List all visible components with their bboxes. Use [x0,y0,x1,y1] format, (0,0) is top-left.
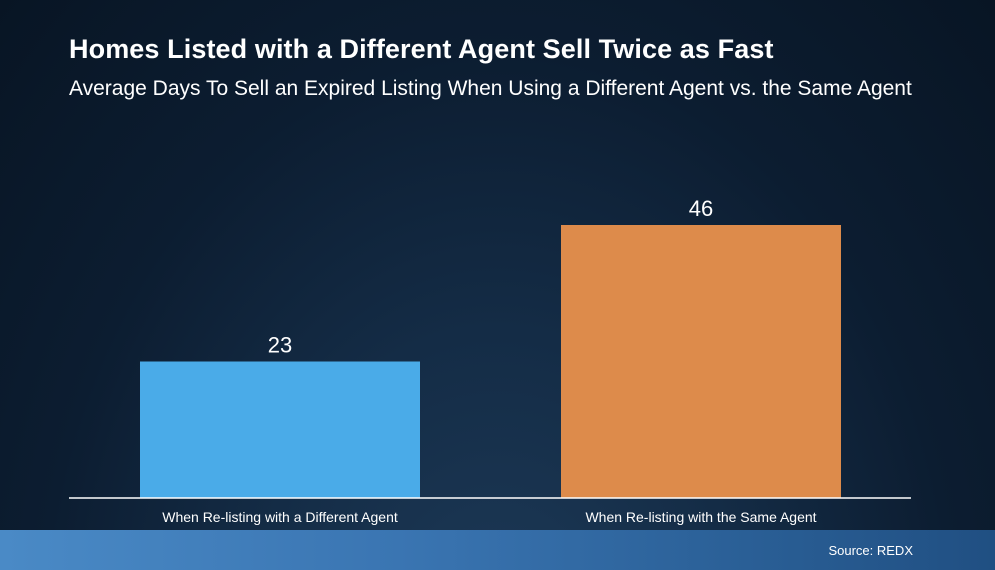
footer-bar: Source: REDX [0,530,995,570]
source-note: Source: REDX [828,543,913,558]
category-label-different-agent: When Re-listing with a Different Agent [162,509,398,525]
bars-layer: 23 When Re-listing with a Different Agent… [140,196,841,525]
data-label-different-agent: 23 [268,333,292,358]
bar-different-agent [140,361,420,498]
data-label-same-agent: 46 [689,196,713,221]
category-label-same-agent: When Re-listing with the Same Agent [585,509,816,525]
chart-subtitle: Average Days To Sell an Expired Listing … [69,77,912,100]
bar-same-agent [561,225,841,498]
chart-title: Homes Listed with a Different Agent Sell… [69,34,774,64]
